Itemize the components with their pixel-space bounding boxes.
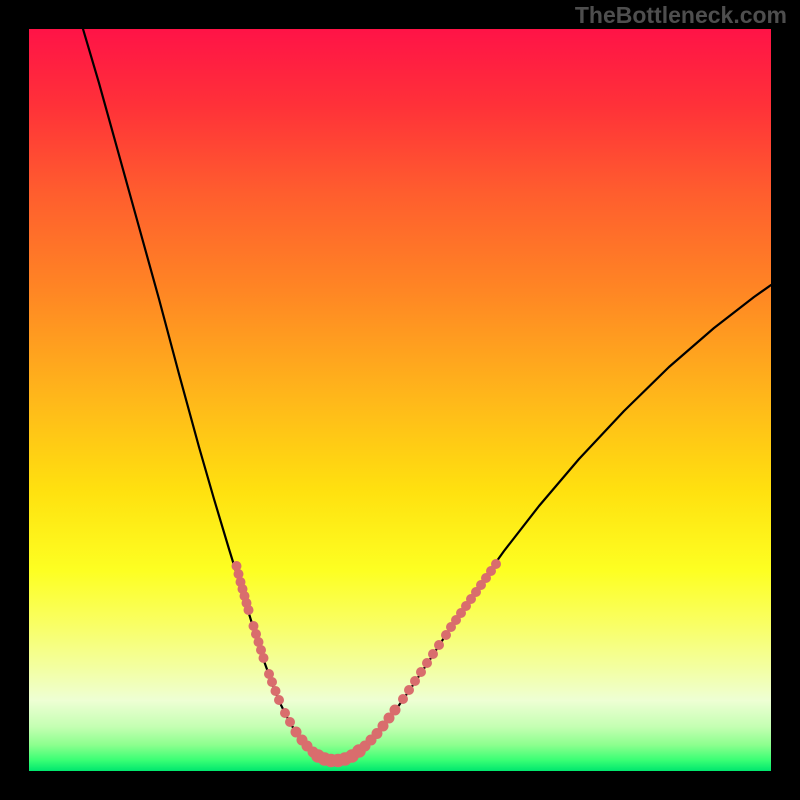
marker-point [390, 705, 401, 716]
marker-point [428, 649, 438, 659]
marker-point [404, 685, 414, 695]
gradient-background [29, 29, 771, 771]
marker-point [434, 640, 444, 650]
marker-point [410, 676, 420, 686]
marker-point [244, 605, 254, 615]
marker-point [398, 694, 408, 704]
marker-point [259, 653, 269, 663]
marker-point [285, 717, 295, 727]
marker-point [491, 559, 501, 569]
marker-point [422, 658, 432, 668]
plot-svg [29, 29, 771, 771]
marker-point [274, 695, 284, 705]
marker-point [280, 708, 290, 718]
watermark-text: TheBottleneck.com [575, 2, 787, 29]
plot-area [29, 29, 771, 771]
marker-point [267, 677, 277, 687]
marker-point [416, 667, 426, 677]
marker-point [271, 686, 281, 696]
